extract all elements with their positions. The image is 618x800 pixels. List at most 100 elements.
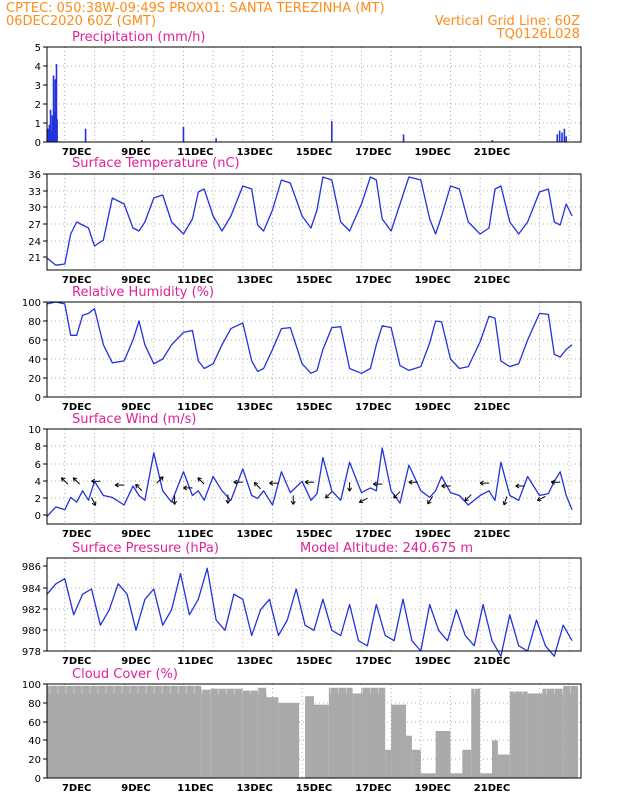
y-tick-label: 21 <box>28 253 41 264</box>
wind-arrow-head <box>72 477 78 482</box>
wind-arrow-head <box>233 479 238 485</box>
x-tick-label: 17DEC <box>355 529 391 540</box>
pressure-title: Surface Pressure (hPa) <box>72 541 219 556</box>
cloud-bar <box>411 749 421 778</box>
humidity-panel: Relative Humidity (%) 0 20 40 60 80 100 7DEC 9D… <box>22 285 582 413</box>
x-tick-label: 19DEC <box>414 402 450 413</box>
x-tick-label: 13DEC <box>236 783 272 794</box>
x-tick-label: 17DEC <box>355 275 391 286</box>
wind-arrow-head <box>269 480 274 486</box>
y-tick-label: 5 <box>35 43 41 54</box>
wind-arrow-head <box>304 479 309 485</box>
x-tick-label: 15DEC <box>296 275 332 286</box>
y-tick-label: 27 <box>28 220 41 231</box>
pressure-panel: Surface Pressure (hPa) Model Altitude: 2… <box>22 541 582 667</box>
cloud-bar <box>385 749 392 778</box>
y-tick-label: 10 <box>28 425 41 436</box>
wind-arrow-head <box>253 482 259 487</box>
cloud-bar <box>471 688 481 778</box>
cloud-bar <box>314 704 329 778</box>
precip-bar <box>331 121 333 142</box>
panel-frame <box>46 683 582 779</box>
y-tick-label: 60 <box>28 718 41 729</box>
header-grid-line: Vertical Grid Line: 60Z <box>435 14 580 29</box>
precip-bar <box>182 126 185 142</box>
precip-bar <box>54 79 57 142</box>
y-tick-label: 2 <box>35 494 41 505</box>
x-tick-label: 13DEC <box>236 147 272 158</box>
x-tick-label: 9DEC <box>121 275 150 286</box>
wind-arrow-head <box>135 483 140 489</box>
wind-arrow-head <box>515 483 520 489</box>
x-tick-label: 13DEC <box>236 656 272 667</box>
wind-arrow-shaft <box>197 477 205 485</box>
y-tick-label: 20 <box>28 755 41 766</box>
x-tick-label: 15DEC <box>296 656 332 667</box>
cloud-bar <box>257 687 267 778</box>
panel-frame <box>46 46 582 143</box>
x-tick-label: 19DEC <box>414 529 450 540</box>
x-tick-label: 15DEC <box>296 529 332 540</box>
wind-arrow-head <box>372 481 377 487</box>
y-tick-label: 978 <box>22 647 41 658</box>
x-tick-label: 17DEC <box>355 147 391 158</box>
humidity-title: Relative Humidity (%) <box>72 285 214 300</box>
x-tick-label: 21DEC <box>474 529 510 540</box>
panel-frame <box>46 173 582 271</box>
wind-arrow-shaft <box>393 491 401 499</box>
wind-arrow-head <box>60 477 66 482</box>
cloud-bar <box>527 693 543 778</box>
cloud-bar <box>462 749 472 778</box>
wind-arrow-head <box>91 501 97 506</box>
wind-title: Surface Wind (m/s) <box>72 412 196 427</box>
model-altitude-label: Model Altitude: 240.675 m <box>300 541 473 556</box>
y-tick-label: 80 <box>28 317 41 328</box>
x-tick-label: 9DEC <box>121 147 150 158</box>
cloud-bar <box>266 697 279 778</box>
x-tick-label: 15DEC <box>296 147 332 158</box>
x-tick-label: 17DEC <box>355 656 391 667</box>
cloud-bar <box>47 685 202 778</box>
wind-arrow-head <box>358 498 364 504</box>
wind-arrow-head <box>479 480 484 486</box>
x-tick-label: 11DEC <box>177 275 213 286</box>
panel-frame <box>46 557 582 652</box>
cloud-title: Cloud Cover (%) <box>72 667 178 682</box>
cloud-panel: Cloud Cover (%) 0 20 40 60 80 100 7DEC 9DEC 11DE… <box>22 667 582 794</box>
cloud-bar <box>450 773 463 778</box>
temperature-panel: Surface Temperature (nC) 21 24 27 30 33 36 7DE… <box>28 156 582 286</box>
series-line <box>46 447 573 517</box>
wind-arrow-head <box>290 500 296 505</box>
wind-arrow-shaft <box>135 484 143 492</box>
x-tick-label: 11DEC <box>177 402 213 413</box>
x-tick-label: 21DEC <box>474 783 510 794</box>
y-tick-label: 36 <box>28 170 41 181</box>
y-tick-label: 40 <box>28 355 41 366</box>
cloud-bar <box>405 735 412 778</box>
x-tick-label: 21DEC <box>474 275 510 286</box>
precip-bar <box>55 64 58 142</box>
precip-bar <box>558 130 561 142</box>
y-tick-label: 4 <box>35 477 41 488</box>
cloud-bar <box>497 754 510 778</box>
wind-arrow-head <box>172 500 178 505</box>
wind-arrow-shaft <box>253 482 261 490</box>
cloud-bar <box>328 687 353 778</box>
wind-arrow-head <box>159 476 164 481</box>
header-line-1: CPTEC: 050:38W-09:49S PROX01: SANTA TERE… <box>6 1 385 16</box>
cloud-bar <box>480 773 492 778</box>
series-line <box>46 176 573 266</box>
y-tick-label: 100 <box>22 680 41 691</box>
y-tick-label: 24 <box>28 237 41 248</box>
wind-arrow-head <box>324 494 330 499</box>
precip-bar <box>52 75 55 142</box>
header-model-id: TQ0126L028 <box>496 27 580 42</box>
x-tick-label: 21DEC <box>474 147 510 158</box>
precip-bar <box>563 128 566 142</box>
precip-bar <box>215 138 217 142</box>
y-tick-label: 0 <box>35 511 41 522</box>
x-tick-label: 9DEC <box>121 656 150 667</box>
x-tick-label: 11DEC <box>177 147 213 158</box>
wind-arrow-shaft <box>359 497 368 503</box>
